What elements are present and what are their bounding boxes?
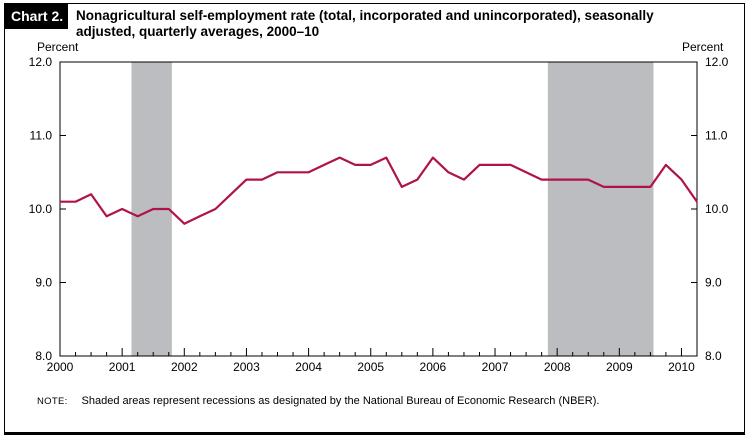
y-tick-label-right-3: 11.0	[705, 129, 728, 143]
y-tick-label-left-2: 10.0	[29, 202, 53, 216]
x-tick-label-0: 2000	[47, 360, 74, 374]
x-tick-label-9: 2009	[606, 360, 633, 374]
note-text: Shaded areas represent recessions as des…	[81, 395, 600, 407]
x-tick-label-5: 2005	[357, 360, 384, 374]
y-tick-label-right-2: 10.0	[705, 202, 729, 216]
x-tick-label-10: 2010	[668, 360, 695, 374]
x-tick-label-4: 2004	[295, 360, 322, 374]
x-tick-label-3: 2003	[233, 360, 260, 374]
chart-title: Nonagricultural self-employment rate (to…	[76, 8, 654, 39]
y-tick-label-left-0: 8.0	[35, 349, 52, 363]
chart-frame	[4, 3, 745, 435]
y-axis-label-left: Percent	[37, 40, 79, 54]
x-tick-label-8: 2008	[544, 360, 571, 374]
y-tick-label-right-1: 9.0	[705, 276, 722, 290]
note-label: NOTE:	[37, 396, 68, 407]
y-axis-label-right: Percent	[682, 40, 724, 54]
x-tick-label-2: 2002	[171, 360, 198, 374]
y-tick-label-right-4: 12.0	[705, 55, 729, 69]
x-tick-label-1: 2001	[109, 360, 136, 374]
y-tick-label-left-4: 12.0	[29, 55, 53, 69]
recession-band-2	[547, 62, 654, 356]
x-tick-label-6: 2006	[420, 360, 447, 374]
y-tick-label-right-0: 8.0	[705, 349, 722, 363]
x-tick-label-7: 2007	[482, 360, 509, 374]
series-line-1	[60, 156, 698, 225]
y-tick-label-left-3: 11.0	[30, 129, 53, 143]
y-tick-label-left-1: 9.0	[35, 276, 52, 290]
chart-tag: Chart 2.	[4, 3, 68, 29]
chart-note: NOTE: Shaded areas represent recessions a…	[37, 395, 599, 407]
